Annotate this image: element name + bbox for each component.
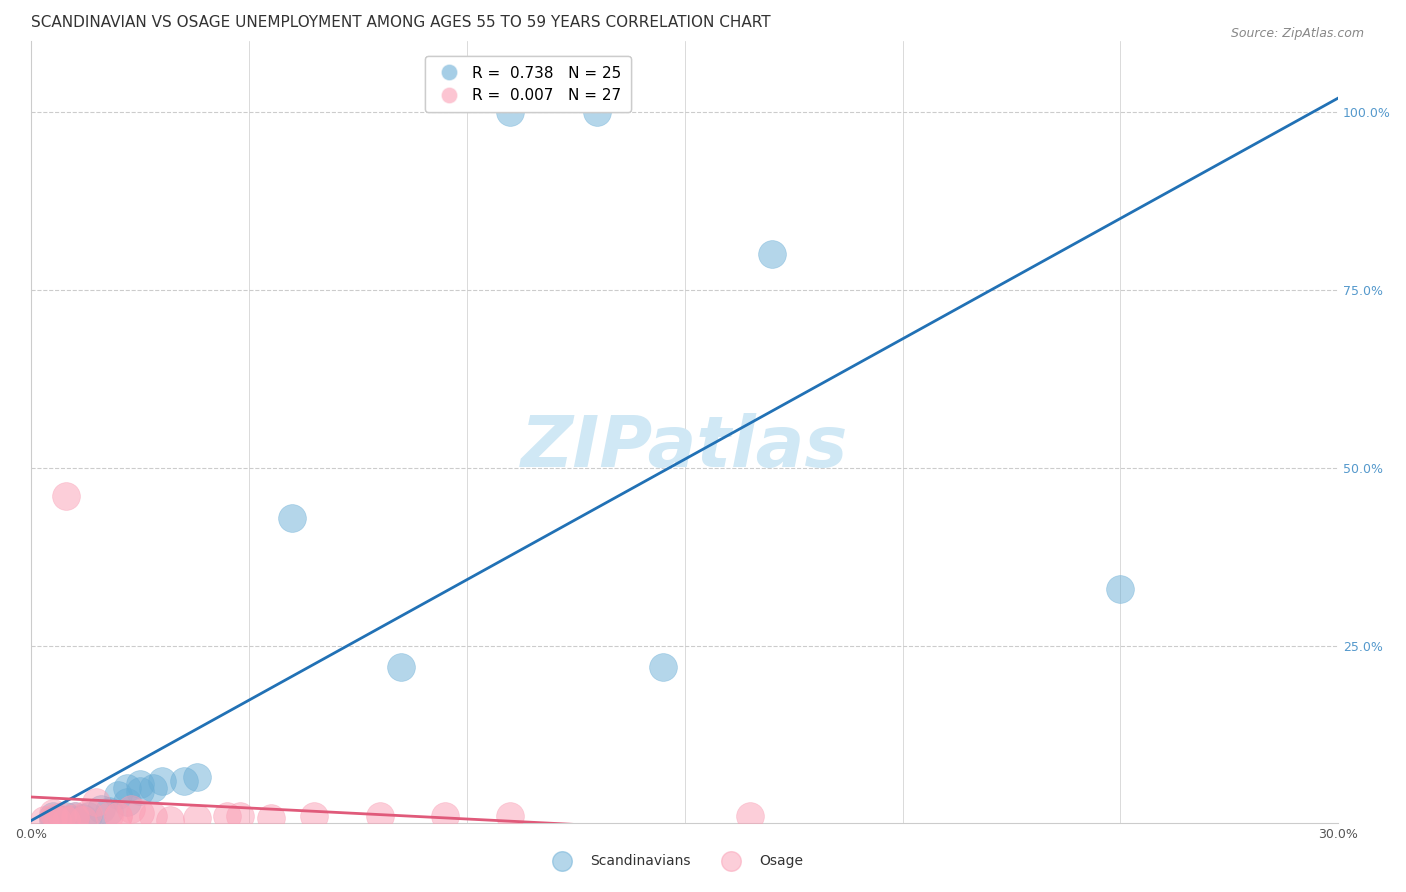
Point bbox=[738, 809, 761, 823]
Point bbox=[150, 773, 173, 788]
Point bbox=[32, 813, 55, 827]
Point bbox=[86, 795, 108, 809]
Point bbox=[260, 811, 283, 825]
Point bbox=[115, 795, 138, 809]
Point bbox=[186, 770, 208, 784]
Point bbox=[586, 105, 609, 120]
Point bbox=[98, 804, 121, 818]
Point bbox=[389, 660, 412, 674]
Point bbox=[42, 813, 65, 827]
Point bbox=[229, 809, 252, 823]
Point bbox=[42, 811, 65, 825]
Text: Source: ZipAtlas.com: Source: ZipAtlas.com bbox=[1230, 27, 1364, 40]
Point bbox=[1109, 582, 1132, 596]
Point bbox=[63, 809, 86, 823]
Point bbox=[55, 813, 77, 827]
Point bbox=[76, 809, 98, 823]
Point bbox=[63, 813, 86, 827]
Point bbox=[217, 809, 239, 823]
Point bbox=[551, 854, 574, 868]
Legend: R =  0.738   N = 25, R =  0.007   N = 27: R = 0.738 N = 25, R = 0.007 N = 27 bbox=[425, 56, 631, 112]
Text: ZIPatlas: ZIPatlas bbox=[522, 413, 848, 483]
Point bbox=[98, 809, 121, 823]
Point bbox=[159, 813, 181, 827]
Point bbox=[90, 802, 112, 816]
Point bbox=[186, 811, 208, 825]
Point bbox=[173, 773, 195, 788]
Point bbox=[761, 247, 783, 261]
Point bbox=[499, 809, 522, 823]
Point bbox=[55, 813, 77, 827]
Point bbox=[72, 811, 94, 825]
Text: Scandinavians: Scandinavians bbox=[591, 854, 690, 868]
Point bbox=[51, 809, 73, 823]
Point bbox=[368, 809, 391, 823]
Point bbox=[42, 809, 65, 823]
Point bbox=[42, 805, 65, 820]
Point bbox=[651, 660, 673, 674]
Point bbox=[115, 780, 138, 795]
Point bbox=[281, 510, 304, 524]
Point bbox=[72, 813, 94, 827]
Point bbox=[129, 777, 152, 791]
Point bbox=[46, 813, 69, 827]
Point bbox=[433, 809, 456, 823]
Point bbox=[720, 854, 742, 868]
Text: SCANDINAVIAN VS OSAGE UNEMPLOYMENT AMONG AGES 55 TO 59 YEARS CORRELATION CHART: SCANDINAVIAN VS OSAGE UNEMPLOYMENT AMONG… bbox=[31, 15, 770, 30]
Point bbox=[59, 813, 82, 827]
Point bbox=[55, 809, 77, 823]
Point bbox=[63, 811, 86, 825]
Point bbox=[51, 813, 73, 827]
Point bbox=[142, 809, 165, 823]
Point bbox=[142, 780, 165, 795]
Point bbox=[129, 784, 152, 798]
Point bbox=[55, 489, 77, 503]
Text: Osage: Osage bbox=[759, 854, 803, 868]
Point bbox=[107, 809, 129, 823]
Point bbox=[129, 805, 152, 820]
Point bbox=[499, 105, 522, 120]
Point bbox=[120, 802, 142, 816]
Point bbox=[302, 809, 325, 823]
Point bbox=[63, 809, 86, 823]
Point bbox=[76, 805, 98, 820]
Point bbox=[107, 788, 129, 802]
Point bbox=[107, 809, 129, 823]
